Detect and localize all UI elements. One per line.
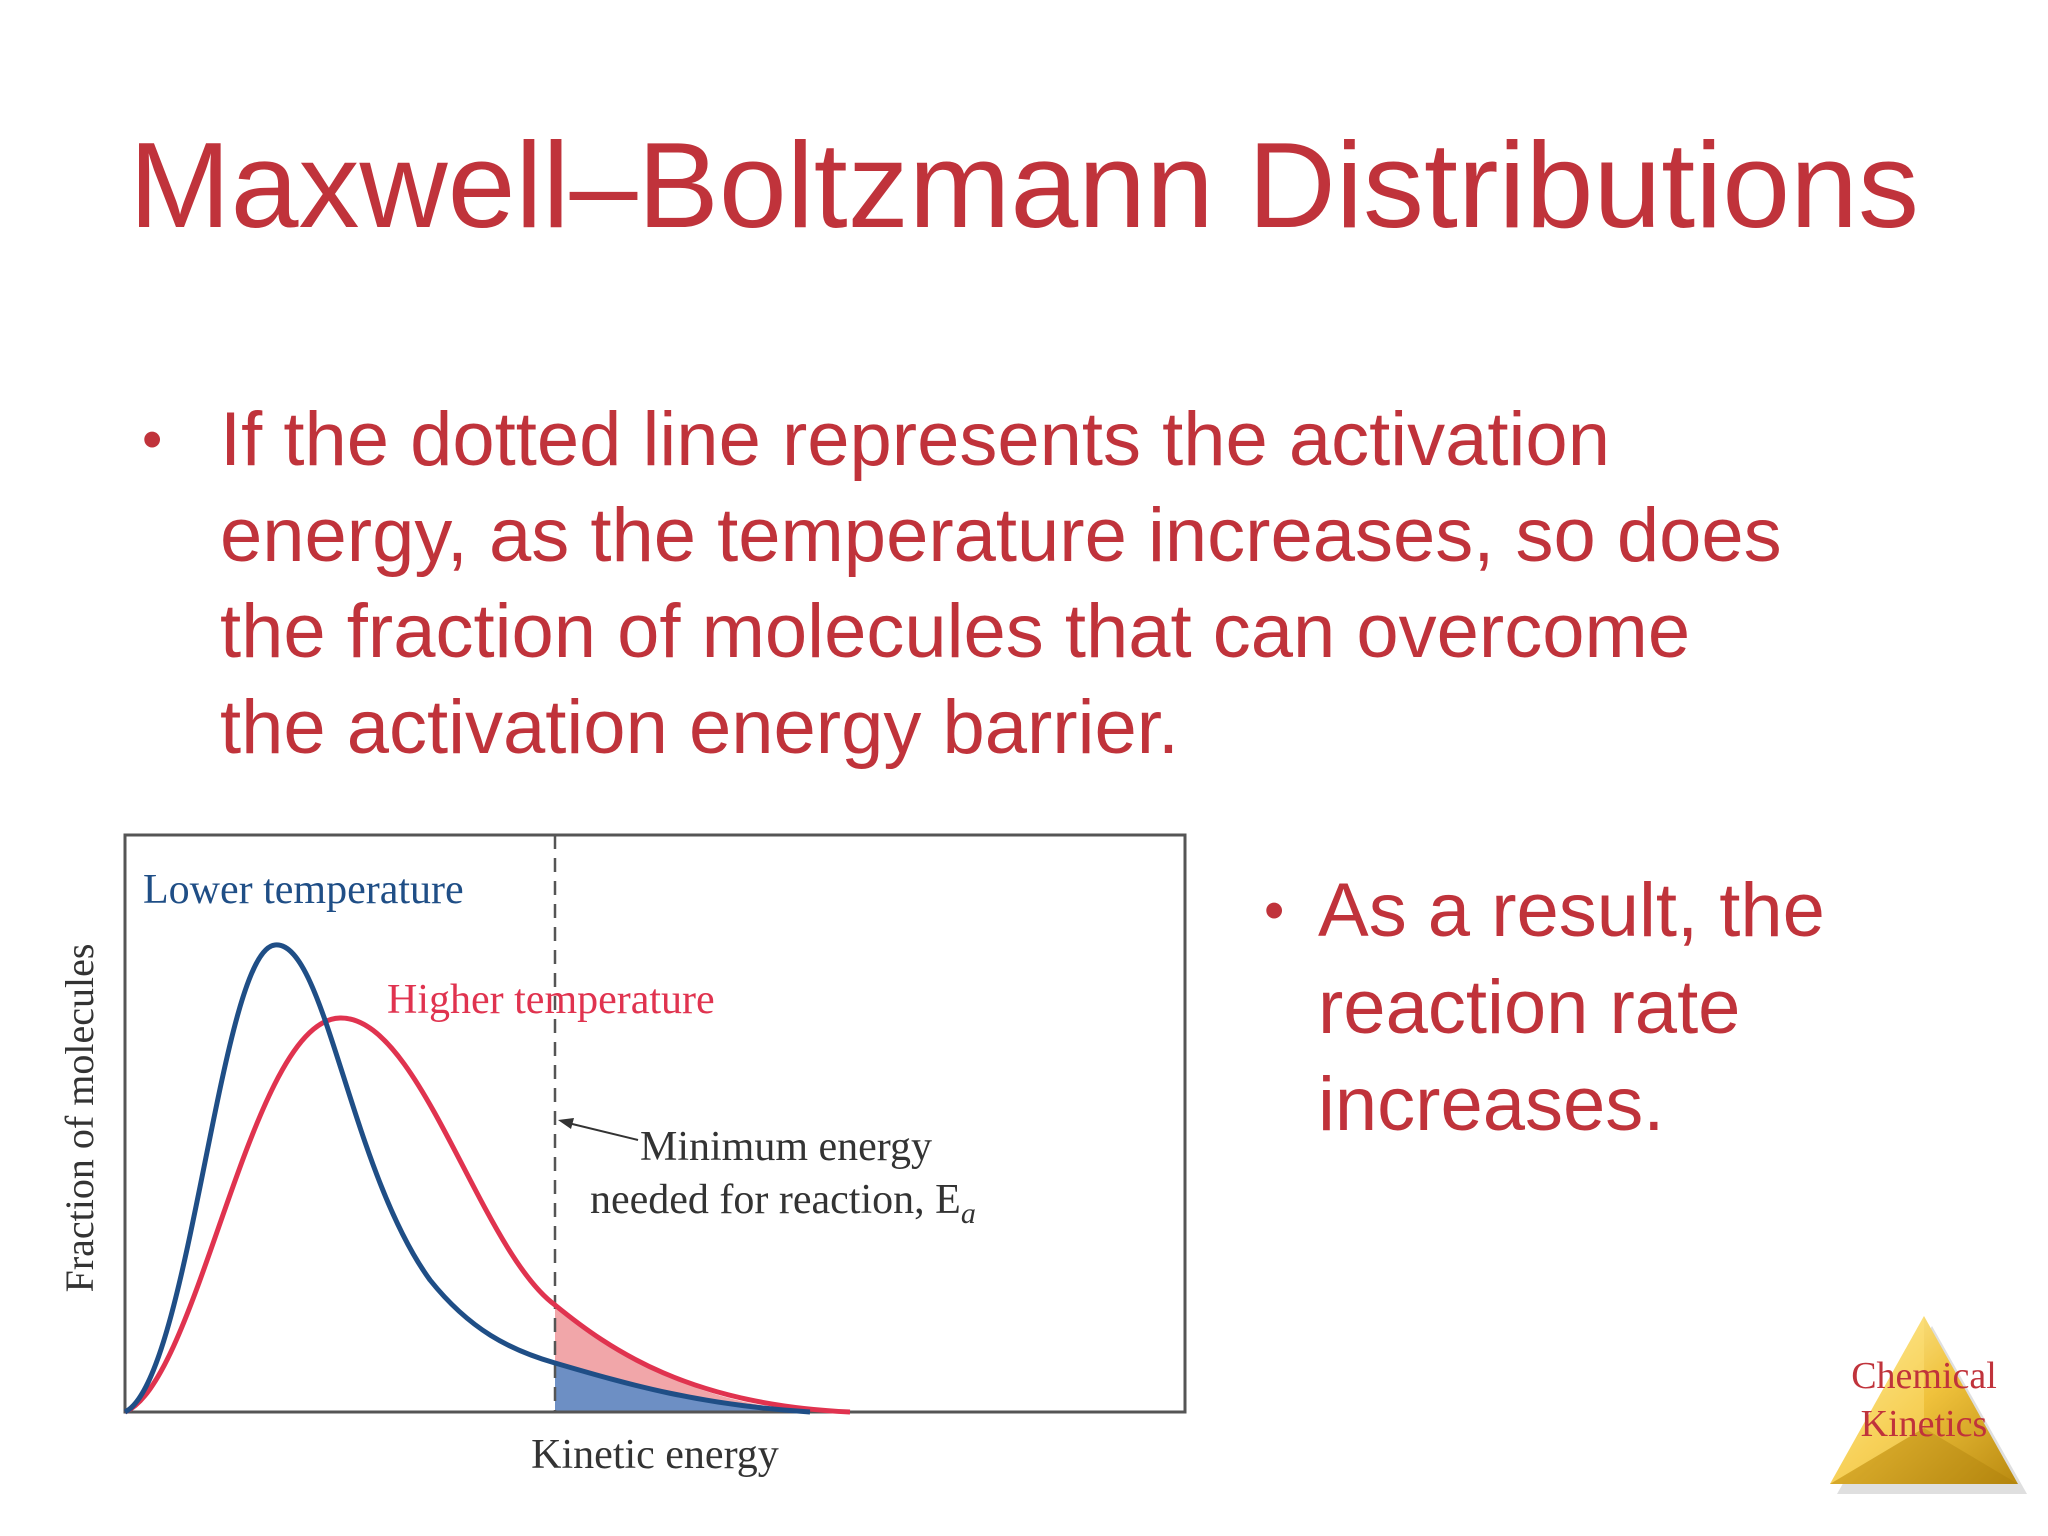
bullet-symbol: • [142, 407, 163, 472]
logo-text-line-2: Kinetics [1860, 1403, 1988, 1445]
annotation-line-2-text: needed for reaction, E [590, 1177, 961, 1223]
bullet-reaction-rate: • As a result, the reaction rate increas… [1264, 862, 1938, 1153]
annotation-arrow-head [558, 1118, 574, 1129]
y-axis-label: Fraction of molecules [57, 944, 102, 1293]
annotation-line-2: needed for reaction, Ea [590, 1177, 976, 1230]
bullet2-line: reaction rate [1318, 965, 1741, 1050]
bullet1-line: the fraction of molecules that can overc… [220, 589, 1691, 674]
bullet-activation-energy: • If the dotted line represents the acti… [142, 392, 1940, 776]
x-axis-label: Kinetic energy [531, 1432, 779, 1478]
higher-temperature-curve [123, 1015, 851, 1415]
bullet2-line: increases. [1318, 1062, 1665, 1147]
bullet2-line: As a result, the [1318, 868, 1825, 953]
bullet-symbol: • [1264, 878, 1285, 943]
triangle-logo-icon [1830, 1316, 2027, 1494]
plot-frame [123, 833, 1187, 1414]
bullet1-line: the activation energy barrier. [220, 685, 1179, 770]
annotation-arrow-line [563, 1121, 639, 1141]
lower-temperature-curve [123, 942, 811, 1415]
logo-text-line-1: Chemical [1851, 1355, 1997, 1397]
lower-temperature-tail-fill [555, 1363, 790, 1412]
slide-title: Maxwell–Boltzmann Distributions [128, 117, 1920, 253]
chemical-kinetics-logo: Chemical Kinetics [1818, 1308, 2030, 1498]
maxwell-boltzmann-figure: Lower temperature Higher temperature Min… [57, 833, 1187, 1478]
annotation-line-1: Minimum energy [640, 1124, 932, 1170]
bullet1-line: If the dotted line represents the activa… [220, 397, 1610, 482]
higher-temperature-label: Higher temperature [387, 977, 715, 1023]
lower-temperature-label: Lower temperature [143, 867, 464, 913]
bullet1-line: energy, as the temperature increases, so… [220, 493, 1782, 578]
annotation-subscript: a [961, 1197, 976, 1230]
